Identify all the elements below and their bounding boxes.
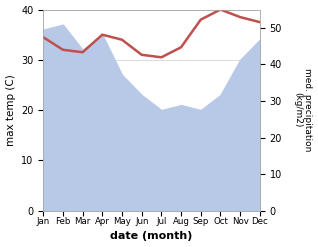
Y-axis label: max temp (C): max temp (C) xyxy=(5,74,16,146)
X-axis label: date (month): date (month) xyxy=(110,231,193,242)
Y-axis label: med. precipitation
(kg/m2): med. precipitation (kg/m2) xyxy=(293,68,313,152)
